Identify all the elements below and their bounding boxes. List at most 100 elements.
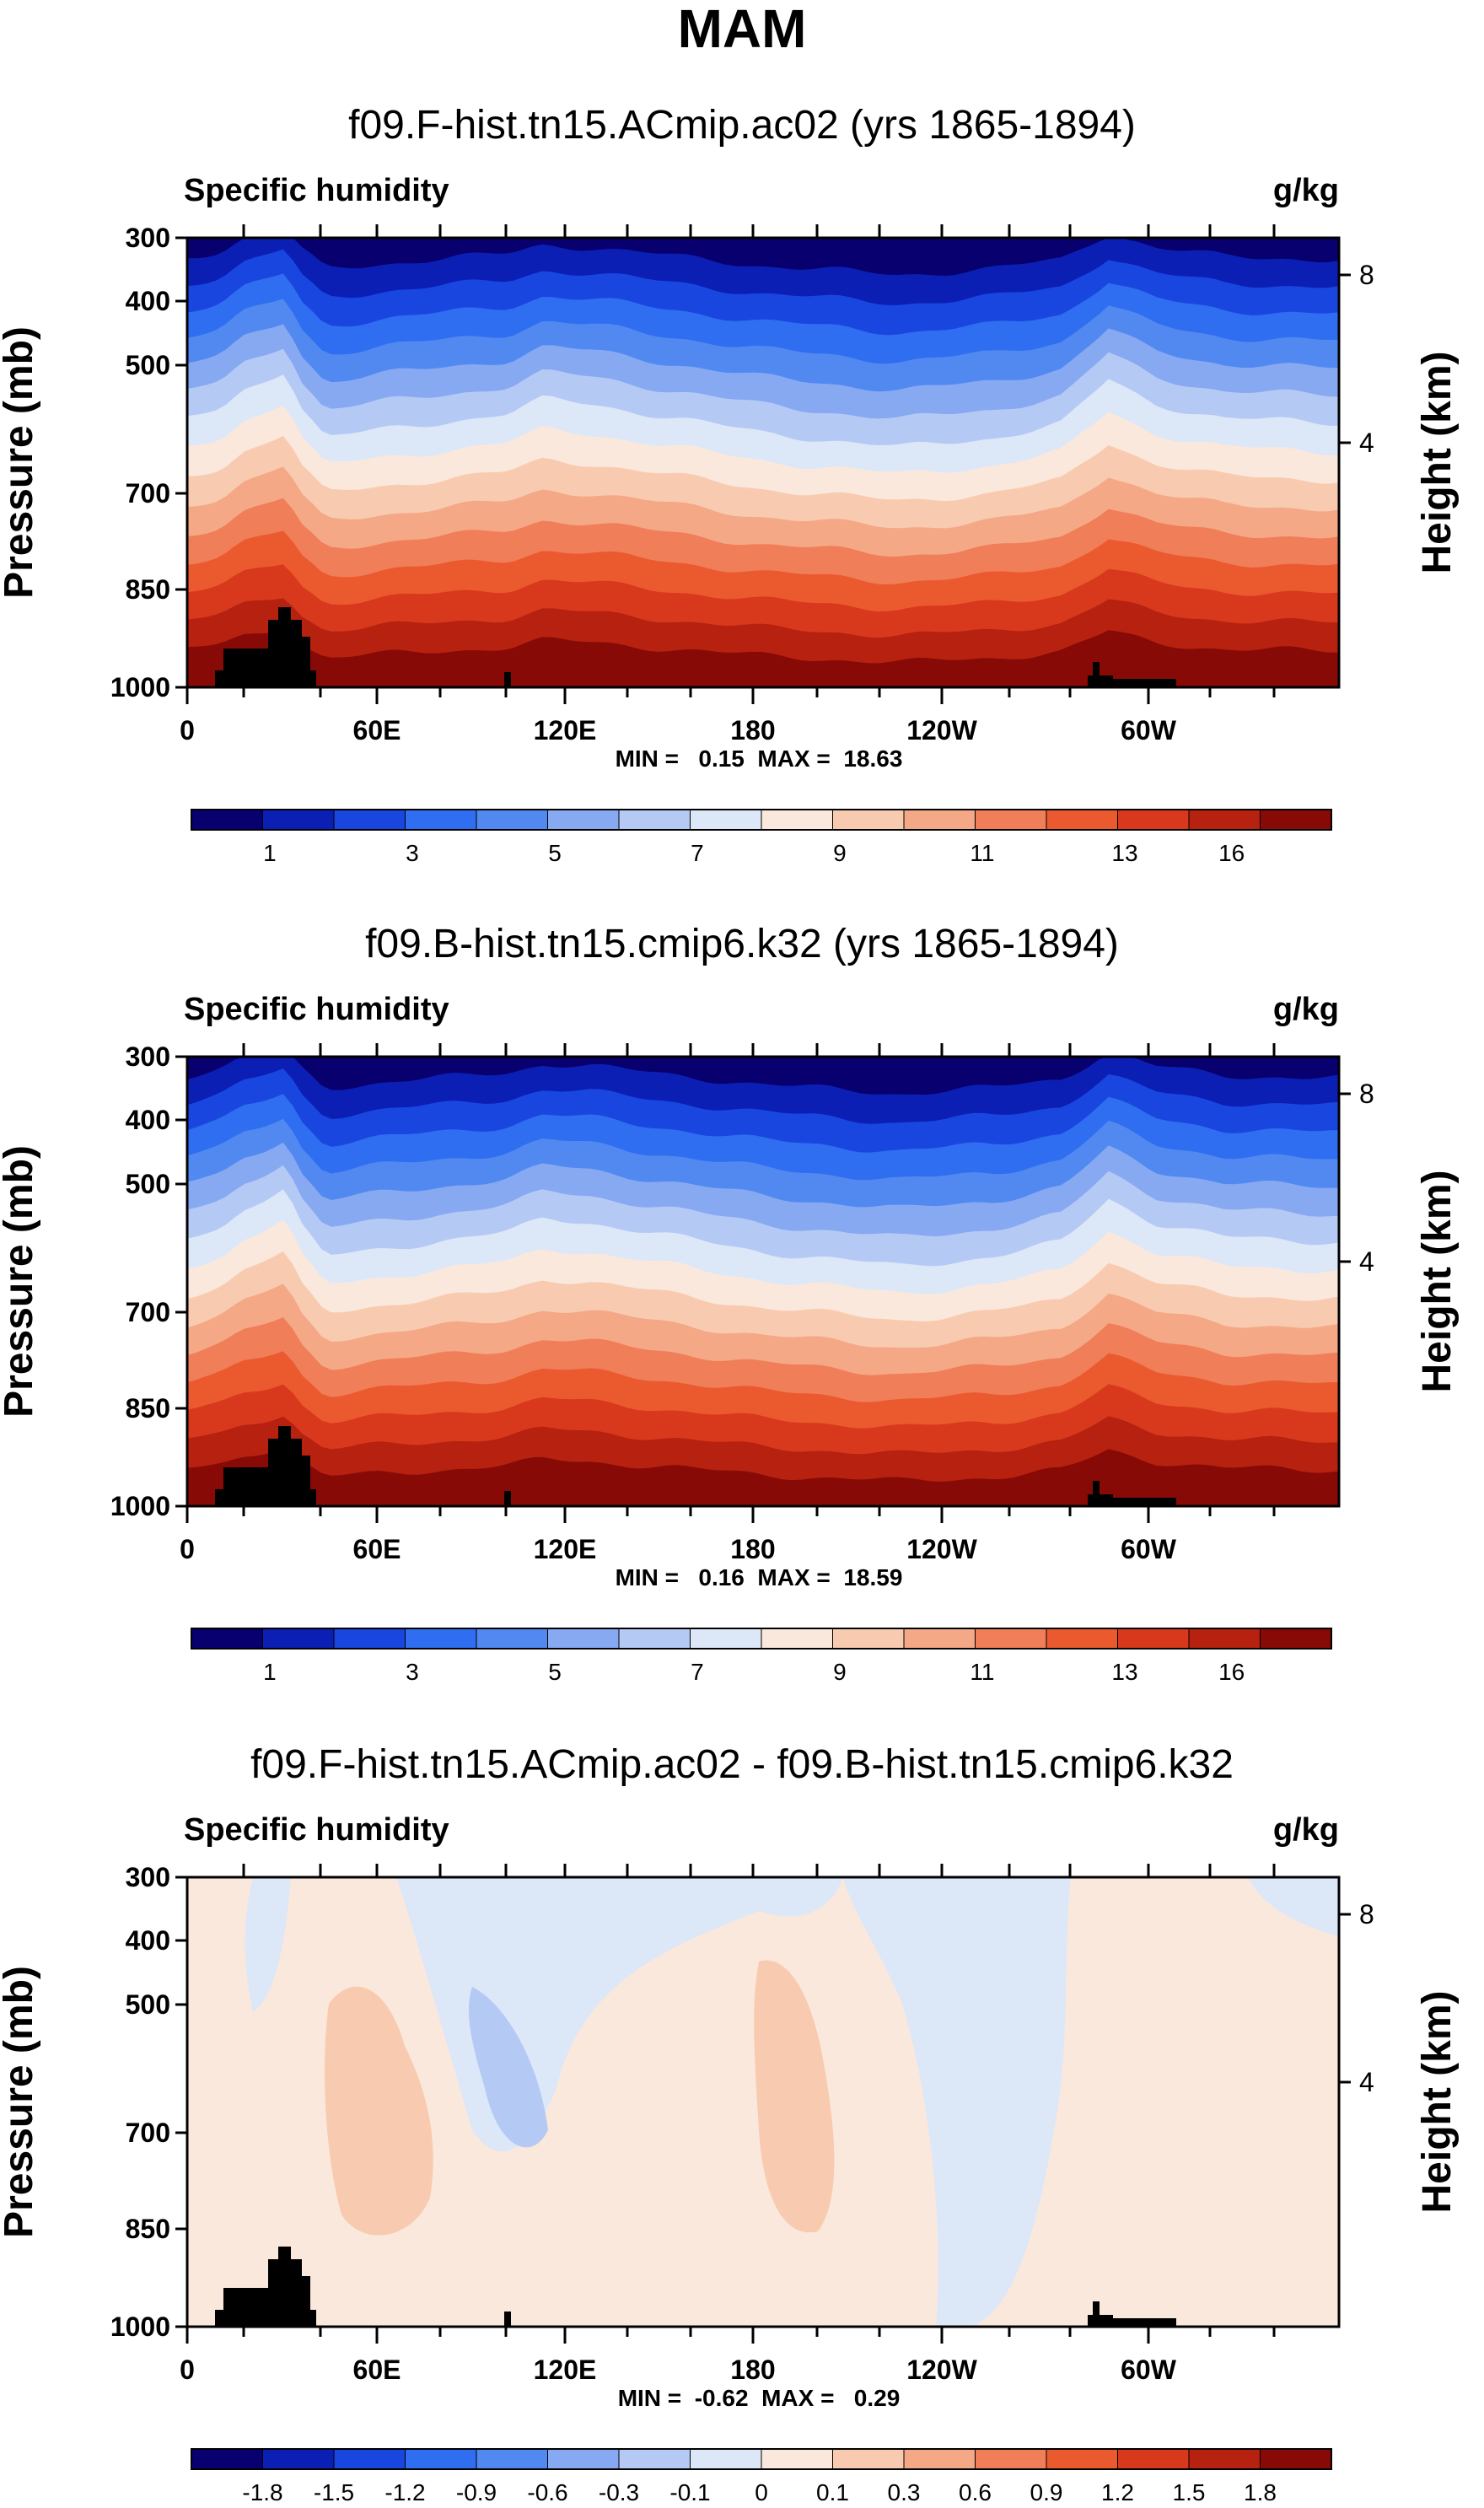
contour-band-15: [187, 630, 1339, 687]
colorbar-box: [191, 809, 264, 831]
height-tick-label: 4: [1359, 1246, 1374, 1277]
x-tick-label: 120E: [534, 1534, 597, 1564]
colorbar-box: [191, 1628, 264, 1650]
x-tick-label: 60E: [353, 1534, 401, 1564]
colorbar-label: 13: [1111, 1659, 1137, 1685]
colorbar-label: 11: [970, 1659, 994, 1685]
units-label: g/kg: [1273, 1812, 1339, 1848]
colorbar-box: [690, 2448, 762, 2470]
colorbar-box: [1188, 1628, 1261, 1650]
colorbar-label: 11: [970, 840, 994, 866]
x-tick-label: 0: [180, 1534, 195, 1564]
colorbar-box: [832, 1628, 905, 1650]
colorbar-box: [690, 809, 762, 831]
colorbar-label: 16: [1218, 1659, 1245, 1685]
chart-panel-2: f09.F-hist.tn15.ACmip.ac02 - f09.B-hist.…: [0, 1742, 1460, 2505]
topography-andes: [1088, 1481, 1176, 1506]
pressure-tick-label: 500: [126, 1989, 170, 2020]
topography-island: [504, 1491, 511, 1506]
colorbar-label: -0.6: [527, 2479, 567, 2505]
topography-africa: [215, 2247, 316, 2327]
colorbar-label: 1.2: [1101, 2479, 1134, 2505]
panel-title: f09.F-hist.tn15.ACmip.ac02 - f09.B-hist.…: [250, 1742, 1234, 1787]
x-tick-label: 120E: [534, 715, 597, 745]
plot-frame: [186, 1876, 1341, 2328]
x-tick-label: 120W: [906, 715, 977, 745]
pressure-tick-label: 400: [126, 286, 170, 316]
x-tick-label: 60E: [353, 715, 401, 745]
x-tick-label: 0: [180, 2355, 195, 2385]
colorbar-box: [618, 1628, 691, 1650]
contour-region-2: [468, 1987, 548, 2148]
colorbar-box: [1046, 1628, 1119, 1650]
y-axis-label-right: Height (km): [1415, 352, 1460, 574]
topography-africa: [215, 607, 316, 687]
contour-region-6: [754, 1960, 835, 2233]
colorbar-label: 0.1: [816, 2479, 849, 2505]
colorbar-label: -1.5: [314, 2479, 354, 2505]
pressure-tick-label: 500: [126, 350, 170, 380]
colorbar-label: 0: [755, 2479, 768, 2505]
colorbar-box: [761, 809, 834, 831]
x-tick-label: 0: [180, 715, 195, 745]
units-label: g/kg: [1273, 173, 1339, 208]
min-max-label: MIN = 0.16 MAX = 18.59: [616, 1564, 903, 1590]
variable-label: Specific humidity: [184, 992, 449, 1027]
pressure-tick-label: 850: [126, 2214, 170, 2244]
colorbar-label: 13: [1111, 840, 1137, 866]
colorbar-label: 1.8: [1244, 2479, 1277, 2505]
figure-title: MAM: [678, 0, 807, 59]
chart-panel-0: f09.F-hist.tn15.ACmip.ac02 (yrs 1865-189…: [0, 103, 1460, 866]
colorbar-box: [1046, 809, 1119, 831]
colorbar-frame: [191, 809, 1332, 831]
x-tick-label: 120E: [534, 2355, 597, 2385]
height-tick-label: 4: [1359, 2067, 1374, 2097]
colorbar-box: [1117, 2448, 1190, 2470]
pressure-tick-label: 300: [126, 223, 170, 253]
topography-island: [504, 2312, 511, 2327]
x-tick-label: 60W: [1121, 715, 1177, 745]
pressure-tick-label: 850: [126, 574, 170, 605]
pressure-tick-label: 1000: [110, 2312, 170, 2342]
colorbar-box: [618, 2448, 691, 2470]
colorbar-label: 5: [548, 840, 562, 866]
colorbar-box: [1260, 809, 1332, 831]
pressure-tick-label: 700: [126, 2118, 170, 2148]
colorbar-box: [1117, 809, 1190, 831]
contour-region-5: [325, 1986, 433, 2236]
colorbar-box: [832, 2448, 905, 2470]
topography-andes: [1088, 2301, 1176, 2327]
colorbar-box: [1260, 2448, 1332, 2470]
pressure-tick-label: 700: [126, 1297, 170, 1327]
colorbar-label: 16: [1218, 840, 1245, 866]
colorbar-box: [1260, 1628, 1332, 1650]
colorbar-box: [476, 809, 549, 831]
contour-region-3: [843, 1877, 1071, 2327]
plot-frame: [186, 1055, 1341, 1508]
topography-africa: [215, 1426, 316, 1506]
colorbar-label: 9: [833, 840, 847, 866]
colorbar-box: [333, 1628, 406, 1650]
colorbar-box: [333, 809, 406, 831]
topography-andes: [1088, 662, 1176, 687]
x-tick-label: 60W: [1121, 2355, 1177, 2385]
pressure-tick-label: 700: [126, 478, 170, 509]
chart-panel-1: f09.B-hist.tn15.cmip6.k32 (yrs 1865-1894…: [0, 922, 1460, 1685]
colorbar-box: [405, 809, 477, 831]
colorbar-label: 1: [263, 1659, 277, 1685]
colorbar-box: [333, 2448, 406, 2470]
colorbar-box: [832, 809, 905, 831]
pressure-tick-label: 300: [126, 1862, 170, 1892]
contour-region-0: [245, 1877, 291, 2012]
colorbar-label: -0.3: [599, 2479, 639, 2505]
pressure-tick-label: 300: [126, 1041, 170, 1072]
colorbar-box: [975, 809, 1047, 831]
colorbar-box: [405, 2448, 477, 2470]
x-tick-label: 120W: [906, 1534, 977, 1564]
colorbar-label: 5: [548, 1659, 562, 1685]
colorbar-label: 9: [833, 1659, 847, 1685]
colorbar-label: 0.6: [959, 2479, 992, 2505]
height-tick-label: 4: [1359, 428, 1374, 458]
y-axis-label: Pressure (mb): [0, 326, 41, 599]
